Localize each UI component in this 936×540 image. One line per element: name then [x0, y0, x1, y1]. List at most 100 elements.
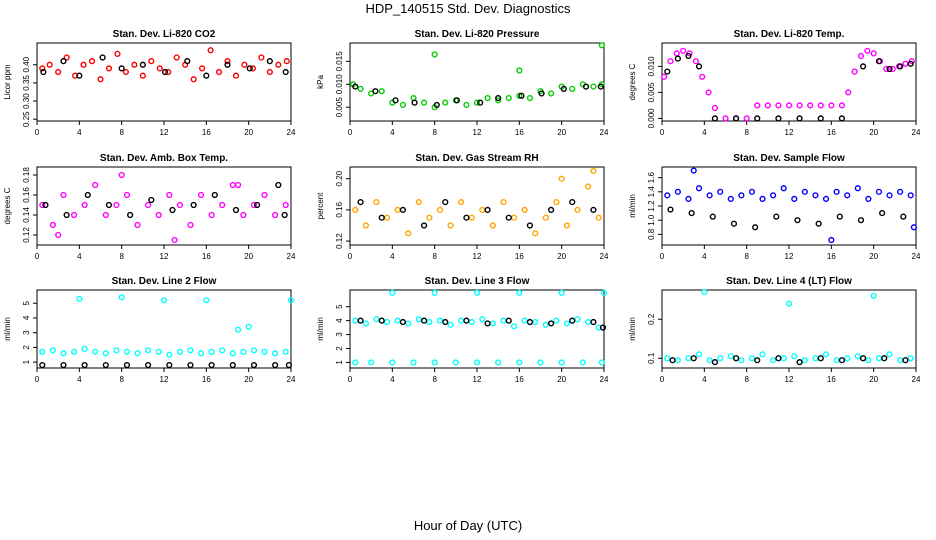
- data-point-black: [484, 206, 491, 214]
- y-axis-label: ml/min: [316, 317, 325, 341]
- data-point-black: [84, 191, 91, 199]
- y-tick-label: 2: [335, 346, 344, 351]
- data-point-cyan: [489, 320, 496, 327]
- chart-title: Stan. Dev. Line 3 Flow: [425, 276, 530, 287]
- data-point-magenta: [123, 191, 131, 199]
- data-point-magenta: [272, 211, 279, 219]
- data-point-red: [283, 58, 290, 65]
- y-tick-label: 0.25: [22, 111, 31, 127]
- data-point-cyan: [447, 321, 454, 328]
- data-point-green: [399, 101, 407, 109]
- data-point-cyan: [558, 289, 565, 296]
- x-tick-label: 12: [473, 375, 482, 384]
- data-point-cyan: [60, 350, 67, 357]
- data-point-green: [516, 67, 523, 74]
- data-point-magenta: [845, 89, 852, 96]
- data-point-black: [859, 355, 867, 362]
- data-point-green: [463, 101, 470, 109]
- data-point-black: [229, 361, 236, 369]
- data-point-black: [254, 201, 261, 209]
- data-point-cyan: [780, 355, 787, 362]
- x-tick-label: 12: [785, 375, 794, 384]
- x-tick-label: 0: [660, 252, 665, 261]
- data-point-magenta: [102, 211, 109, 219]
- data-point-cyan: [897, 357, 904, 364]
- data-point-red: [249, 65, 257, 72]
- data-point-black: [897, 63, 904, 70]
- data-point-blue: [770, 192, 777, 199]
- data-point-black: [352, 83, 359, 90]
- data-point-orange: [558, 175, 565, 182]
- data-point-magenta: [764, 102, 771, 109]
- data-point-cyan: [479, 316, 486, 323]
- data-point-blue: [727, 195, 734, 203]
- data-point-green: [598, 42, 605, 49]
- data-point-cyan: [410, 359, 417, 366]
- data-point-cyan: [81, 345, 88, 352]
- data-point-cyan: [822, 351, 830, 358]
- data-point-blue: [822, 195, 830, 203]
- data-point-black: [669, 357, 676, 364]
- x-tick-label: 12: [473, 128, 482, 137]
- data-point-cyan: [542, 321, 549, 328]
- data-point-black: [505, 317, 512, 324]
- x-tick-label: 4: [702, 375, 707, 384]
- x-tick-label: 20: [244, 252, 253, 261]
- data-point-black: [166, 361, 173, 369]
- y-tick-label: 0.010: [647, 56, 656, 77]
- data-point-orange: [489, 222, 496, 229]
- data-point-black: [685, 52, 692, 60]
- data-point-cyan: [458, 317, 465, 324]
- y-tick-label: 1: [22, 359, 31, 364]
- data-point-black: [711, 359, 719, 366]
- data-point-cyan: [574, 316, 581, 323]
- x-tick-label: 4: [390, 252, 395, 261]
- data-point-black: [838, 115, 846, 122]
- data-point-black: [357, 199, 364, 206]
- y-axis-label: ml/min: [628, 317, 637, 341]
- x-tick-label: 24: [287, 375, 296, 384]
- data-point-orange: [595, 214, 602, 221]
- chart-title: Stan. Dev. Sample Flow: [733, 153, 845, 164]
- data-point-magenta: [155, 211, 162, 219]
- y-tick-label: 0.20: [335, 170, 344, 186]
- data-point-blue: [833, 188, 840, 195]
- chart-panel-5: Stan. Dev. Gas Stream RH percent 0 4 8 12 16 20…: [316, 153, 609, 261]
- data-point-black: [211, 191, 218, 199]
- y-tick-label: 2: [22, 345, 31, 350]
- y-tick-label: 1.4: [647, 186, 656, 198]
- plot-frame: [349, 289, 605, 369]
- data-point-black: [420, 317, 428, 324]
- x-tick-label: 4: [702, 128, 707, 137]
- data-point-cyan: [500, 317, 507, 324]
- x-tick-label: 0: [35, 128, 40, 137]
- data-point-cyan: [870, 292, 877, 299]
- x-tick-label: 0: [660, 375, 665, 384]
- plot-frame: [349, 166, 605, 246]
- data-point-cyan: [208, 348, 215, 355]
- data-point-blue: [897, 188, 904, 195]
- data-point-cyan: [717, 355, 724, 362]
- x-tick-label: 12: [160, 128, 169, 137]
- data-point-red: [215, 68, 223, 76]
- x-tick-label: 16: [827, 375, 836, 384]
- data-point-black: [148, 196, 155, 204]
- y-tick-label: 0.005: [335, 97, 344, 118]
- data-point-cyan: [436, 317, 444, 324]
- data-point-black: [123, 361, 131, 369]
- data-point-red: [207, 47, 214, 54]
- data-point-cyan: [553, 317, 560, 324]
- data-point-cyan: [394, 317, 401, 324]
- data-point-cyan: [229, 350, 236, 357]
- data-point-cyan: [598, 359, 605, 366]
- data-point-black: [796, 115, 803, 122]
- data-point-magenta: [176, 201, 183, 209]
- data-point-magenta: [250, 201, 258, 209]
- data-point-blue: [695, 185, 703, 192]
- data-point-blue: [844, 192, 851, 199]
- data-point-magenta: [680, 47, 687, 54]
- y-tick-label: 4: [335, 318, 344, 323]
- data-point-magenta: [187, 221, 194, 229]
- data-point-black: [582, 83, 590, 90]
